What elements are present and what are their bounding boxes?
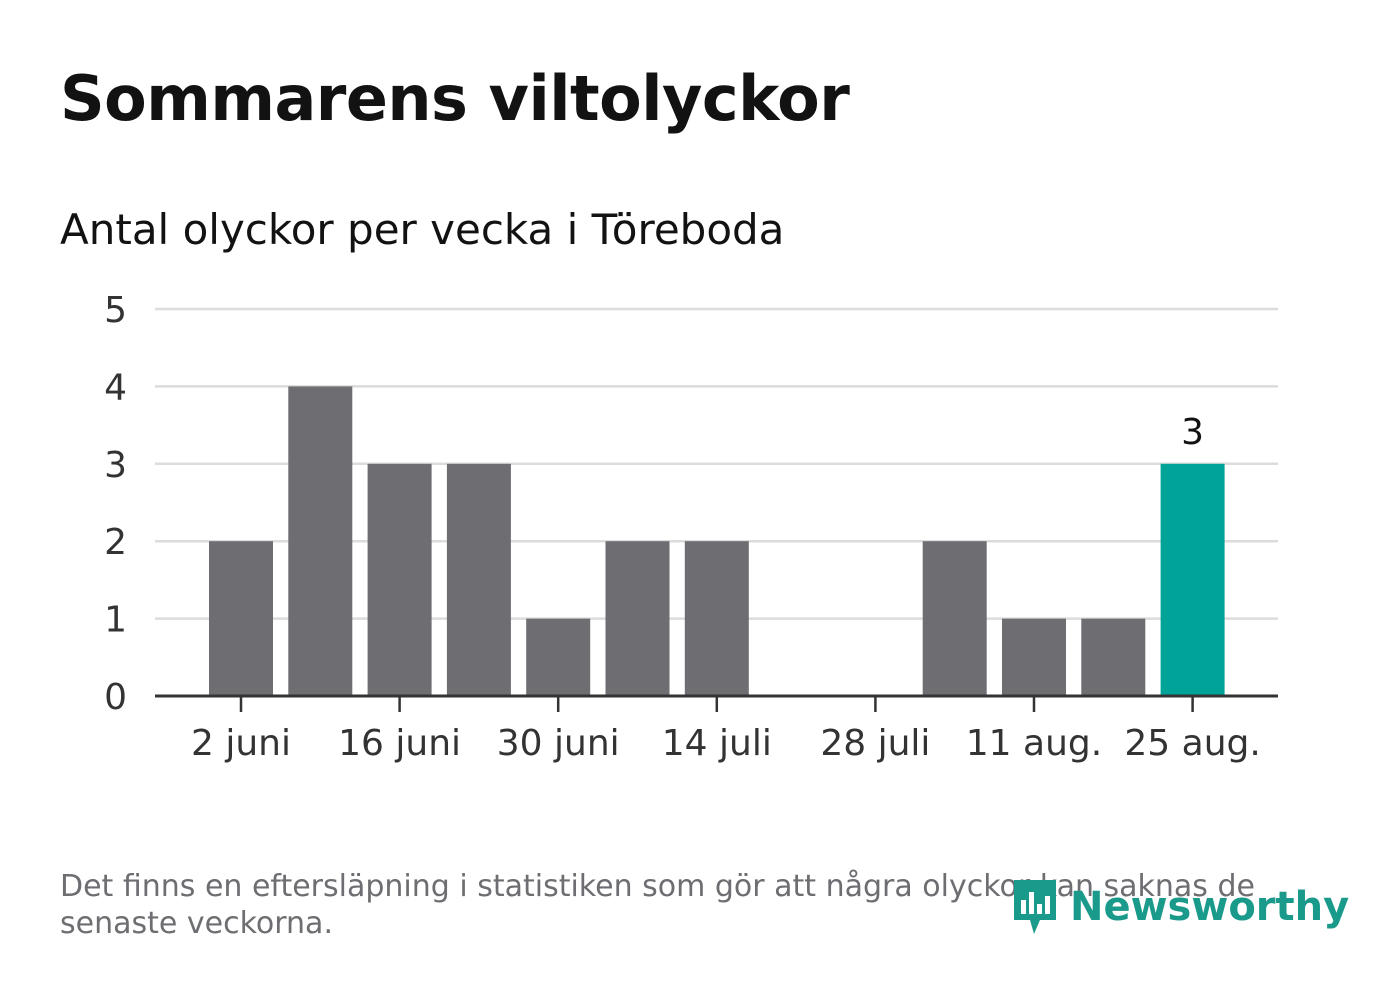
chart-title: Sommarens viltolyckor — [60, 62, 850, 135]
y-tick-label: 3 — [104, 445, 127, 486]
x-tick-label: 25 aug. — [1124, 723, 1260, 764]
logo-text: Newsworthy — [1070, 884, 1350, 930]
bar — [1081, 618, 1146, 696]
y-tick-label: 2 — [104, 522, 127, 563]
bar — [526, 618, 591, 696]
bar — [1002, 618, 1066, 696]
bar — [288, 386, 353, 696]
bar — [922, 541, 987, 696]
chart-subtitle: Antal olyckor per vecka i Töreboda — [60, 205, 785, 254]
bar — [446, 463, 511, 696]
bar — [367, 463, 432, 696]
x-tick-label: 28 juli — [820, 723, 930, 764]
newsworthy-logo: Newsworthy — [1010, 876, 1349, 938]
bar — [684, 541, 749, 696]
y-tick-label: 1 — [104, 600, 127, 641]
newsworthy-logo-icon — [1014, 880, 1056, 934]
x-tick-label: 2 juni — [191, 723, 291, 764]
x-tick-label: 16 juni — [338, 723, 461, 764]
bar — [605, 541, 670, 696]
bar — [1160, 463, 1225, 696]
y-tick-label: 5 — [104, 290, 127, 331]
x-tick-label: 14 juli — [662, 723, 772, 764]
y-tick-label: 0 — [104, 677, 127, 718]
y-tick-label: 4 — [104, 367, 127, 408]
x-tick-label: 30 juni — [497, 723, 620, 764]
data-label: 3 — [1181, 412, 1204, 453]
bar — [209, 541, 273, 696]
x-tick-label: 11 aug. — [966, 723, 1102, 764]
